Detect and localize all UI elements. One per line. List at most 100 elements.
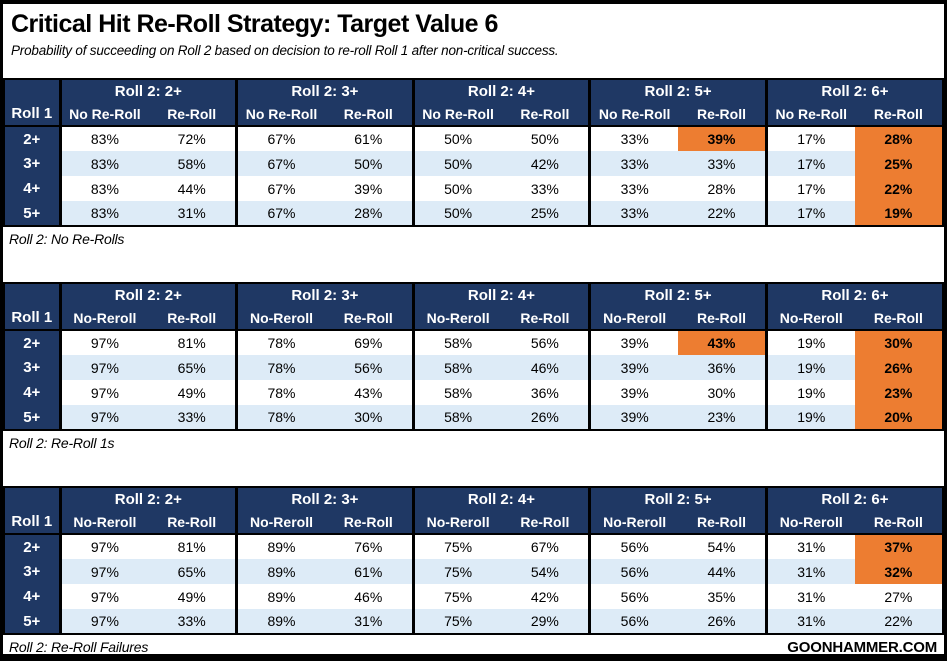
value-cell: 19% <box>764 405 855 430</box>
sub-header: No Re-Roll <box>588 103 679 127</box>
value-cell: 72% <box>177 131 206 147</box>
value-cell: 42% <box>530 155 559 172</box>
group-header: Roll 2: 4+ <box>411 487 590 511</box>
value-cell: 97% <box>58 609 149 634</box>
group-header: Roll 2: 3+ <box>235 487 414 511</box>
table-row: 4+ 97% 49% 89% 46% 75% 42% 56% 35% 31% 27% <box>4 584 943 609</box>
brand-watermark: GOONHAMMER.COM <box>787 639 937 654</box>
group-header: Roll 2: 2+ <box>58 79 237 103</box>
value-cell: 39% <box>354 180 383 197</box>
value-cell-highlighted: 20% <box>854 405 943 430</box>
sub-header: No Re-Roll <box>411 103 502 127</box>
sub-header: No-Reroll <box>588 307 679 331</box>
value-cell: 33% <box>588 176 679 201</box>
value-cell-highlighted: 30% <box>854 330 943 355</box>
value-cell: 33% <box>530 180 559 197</box>
value-cell: 81% <box>177 539 206 555</box>
value-cell: 39% <box>588 380 679 405</box>
value-cell: 36% <box>530 384 559 401</box>
sub-header: No-Reroll <box>58 511 149 535</box>
table-row: 5+ 97% 33% 89% 31% 75% 29% 56% 26% 31% 22% <box>4 609 943 634</box>
value-cell: 97% <box>58 584 149 609</box>
value-cell: 75% <box>411 609 502 634</box>
sub-header: No-Reroll <box>411 307 502 331</box>
table-row: 3+ 97% 65% 78% 56% 58% 46% 39% 36% 19% 26% <box>4 355 943 380</box>
value-cell: 33% <box>707 155 736 172</box>
value-cell-highlighted: 25% <box>854 151 943 176</box>
table-row: 4+ 83% 44% 67% 39% 50% 33% 33% 28% 17% 22% <box>4 176 943 201</box>
group-header: Roll 2: 5+ <box>588 283 767 307</box>
value-cell: 50% <box>354 155 383 172</box>
value-cell: 58% <box>411 380 502 405</box>
value-cell: 36% <box>707 359 736 376</box>
value-cell: 78% <box>235 405 325 430</box>
value-cell: 61% <box>354 563 383 580</box>
row-label: 4+ <box>4 380 60 405</box>
value-cell: 39% <box>588 355 679 380</box>
value-cell: 31% <box>764 584 855 609</box>
page-subtitle: Probability of succeeding on Roll 2 base… <box>11 42 559 58</box>
group-header: Roll 2: 5+ <box>588 487 767 511</box>
value-cell: 75% <box>411 534 502 559</box>
probability-table-3: Roll 1 Roll 2: 2+ Roll 2: 3+ Roll 2: 4+ Roll… <box>3 486 944 635</box>
value-cell: 33% <box>177 613 206 629</box>
sub-header: Re-Roll <box>678 307 767 331</box>
value-cell: 22% <box>707 205 736 221</box>
value-cell: 54% <box>530 563 559 580</box>
row-label: 2+ <box>4 534 60 559</box>
row-label: 3+ <box>4 355 60 380</box>
table-row: 5+ 97% 33% 78% 30% 58% 26% 39% 23% 19% 20% <box>4 405 943 430</box>
value-cell: 97% <box>58 405 149 430</box>
table-row: 2+ 83% 72% 67% 61% 50% 50% 33% 39% 17% 28% <box>4 126 943 151</box>
sub-header: No-Reroll <box>235 307 325 331</box>
value-cell: 56% <box>588 534 679 559</box>
row-label: 4+ <box>4 176 60 201</box>
row-label: 5+ <box>4 405 60 430</box>
value-cell: 46% <box>354 588 383 605</box>
sub-header: Re-Roll <box>148 307 237 331</box>
value-cell: 17% <box>764 151 855 176</box>
sub-header: Re-Roll <box>501 511 590 535</box>
sub-header: Re-Roll <box>678 511 767 535</box>
probability-table-2: Roll 1 Roll 2: 2+ Roll 2: 3+ Roll 2: 4+ Roll… <box>3 282 944 431</box>
infographic-body: Critical Hit Re-Roll Strategy: Target Va… <box>3 4 944 654</box>
sub-header: Re-Roll <box>148 511 237 535</box>
value-cell: 26% <box>707 613 736 629</box>
group-header: Roll 2: 4+ <box>411 283 590 307</box>
sub-header: No Re-Roll <box>58 103 149 127</box>
row-header-label: Roll 1 <box>4 283 60 331</box>
value-cell: 58% <box>411 330 502 355</box>
sub-header: No-Reroll <box>588 511 679 535</box>
sub-header: No Re-Roll <box>235 103 325 127</box>
value-cell: 19% <box>764 380 855 405</box>
sub-header: Re-Roll <box>501 103 590 127</box>
value-cell: 33% <box>588 201 679 226</box>
value-cell: 17% <box>764 176 855 201</box>
sub-header: Re-Roll <box>148 103 237 127</box>
value-cell: 50% <box>530 131 559 147</box>
value-cell-highlighted: 37% <box>854 534 943 559</box>
value-cell: 44% <box>707 563 736 580</box>
value-cell-highlighted: 22% <box>854 176 943 201</box>
value-cell: 49% <box>177 588 206 605</box>
group-header: Roll 2: 5+ <box>588 79 767 103</box>
value-cell: 56% <box>530 335 559 351</box>
row-header-label: Roll 1 <box>4 79 60 127</box>
table-caption: Roll 2: Re-Roll 1s <box>9 435 115 451</box>
value-cell: 17% <box>764 201 855 226</box>
value-cell: 33% <box>177 409 206 425</box>
sub-header: No-Reroll <box>764 511 855 535</box>
group-header: Roll 2: 6+ <box>764 283 943 307</box>
page-title: Critical Hit Re-Roll Strategy: Target Va… <box>11 10 498 38</box>
sub-header: No-Reroll <box>764 307 855 331</box>
value-cell: 81% <box>177 335 206 351</box>
value-cell: 69% <box>354 335 383 351</box>
value-cell: 31% <box>764 609 855 634</box>
value-cell: 56% <box>354 359 383 376</box>
value-cell: 56% <box>588 609 679 634</box>
group-header: Roll 2: 6+ <box>764 79 943 103</box>
value-cell: 97% <box>58 330 149 355</box>
value-cell: 75% <box>411 559 502 584</box>
row-label: 5+ <box>4 201 60 226</box>
